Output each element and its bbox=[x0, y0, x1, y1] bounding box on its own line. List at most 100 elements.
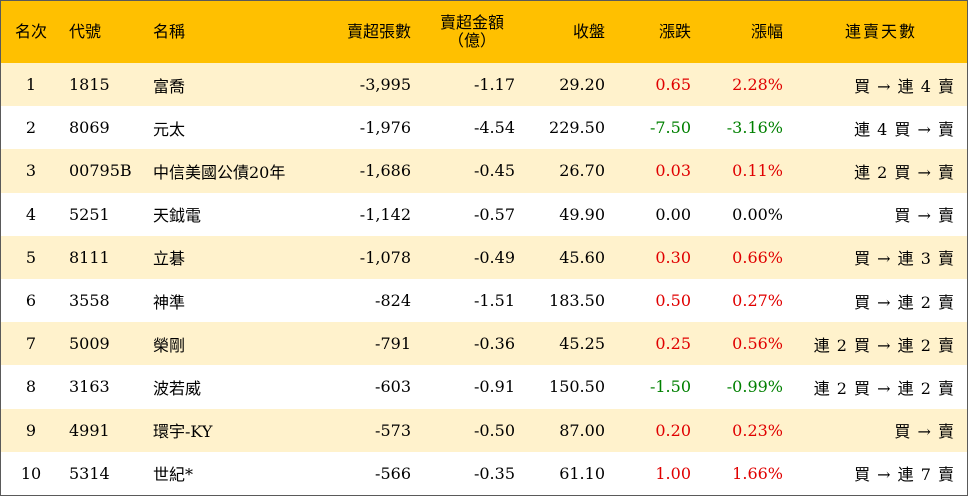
cell-net-sell-shares: -1,078 bbox=[359, 247, 411, 267]
cell-code: 8111 bbox=[69, 247, 110, 267]
cell-change: 0.20 bbox=[655, 420, 691, 440]
cell-change-pct: 0.27% bbox=[732, 291, 783, 311]
cell-change: 0.25 bbox=[655, 334, 691, 354]
cell-change: -7.50 bbox=[649, 118, 691, 138]
cell-close: 29.20 bbox=[559, 75, 605, 95]
cell-consecutive-days: 連 2 買 → 賣 bbox=[854, 162, 955, 182]
header-name[interactable]: 名稱 bbox=[153, 22, 186, 41]
header-row: 名次 代號 名稱 賣超張數 賣超金額 （億） 收盤 漲跌 漲幅 連賣天數 bbox=[1, 1, 967, 63]
cell-close: 87.00 bbox=[559, 420, 605, 440]
cell-net-sell-shares: -573 bbox=[375, 420, 411, 440]
cell-consecutive-days: 買 → 連 2 賣 bbox=[854, 292, 955, 312]
cell-consecutive-days: 買 → 連 4 賣 bbox=[854, 76, 955, 96]
cell-rank: 1 bbox=[25, 75, 37, 95]
cell-name: 富喬 bbox=[153, 76, 186, 96]
cell-change: 0.00 bbox=[655, 204, 691, 224]
cell-name: 神準 bbox=[153, 292, 186, 312]
cell-rank: 3 bbox=[25, 161, 37, 181]
cell-net-sell-shares: -566 bbox=[375, 463, 411, 483]
table-row[interactable]: 8 3163 波若威 -603 -0.91 150.50 -1.50 -0.99% 連 2 買 … bbox=[1, 365, 967, 409]
table-body: 1 1815 富喬 -3,995 -1.17 29.20 0.65 2.28% 買 → 連 4 … bbox=[1, 63, 967, 495]
cell-change: 0.03 bbox=[655, 161, 691, 181]
cell-name: 榮剛 bbox=[153, 335, 186, 355]
header-net-sell-amount[interactable]: 賣超金額 （億） bbox=[423, 1, 527, 63]
cell-rank: 7 bbox=[25, 334, 37, 354]
cell-consecutive-days: 連 2 買 → 連 2 賣 bbox=[813, 378, 955, 398]
cell-consecutive-days: 連 4 買 → 賣 bbox=[854, 119, 955, 139]
cell-close: 229.50 bbox=[549, 118, 605, 138]
cell-change-pct: 0.00% bbox=[732, 204, 783, 224]
cell-name: 天鉞電 bbox=[153, 206, 202, 226]
cell-net-sell-amount: -4.54 bbox=[473, 118, 515, 138]
cell-close: 45.25 bbox=[559, 334, 605, 354]
cell-name: 元太 bbox=[153, 119, 186, 139]
table-row[interactable]: 6 3558 神準 -824 -1.51 183.50 0.50 0.27% 買 → 連 2 賣 bbox=[1, 278, 967, 323]
cell-net-sell-amount: -0.45 bbox=[473, 161, 515, 181]
cell-close: 61.10 bbox=[559, 463, 605, 483]
table-header: 名次 代號 名稱 賣超張數 賣超金額 （億） 收盤 漲跌 漲幅 連賣天數 bbox=[1, 1, 967, 63]
cell-net-sell-shares: -824 bbox=[375, 291, 411, 311]
cell-net-sell-shares: -1,142 bbox=[359, 204, 411, 224]
table-row[interactable]: 7 5009 榮剛 -791 -0.36 45.25 0.25 0.56% 連 2 買 → 連 … bbox=[1, 322, 967, 366]
cell-code: 1815 bbox=[69, 75, 110, 95]
table-row[interactable]: 3 00795B 中信美國公債20年 -1,686 -0.45 26.70 0.03 0.11… bbox=[1, 149, 967, 193]
cell-consecutive-days: 買 → 連 7 賣 bbox=[854, 465, 955, 485]
header-code[interactable]: 代號 bbox=[69, 22, 102, 41]
cell-change: 0.65 bbox=[655, 75, 691, 95]
header-close[interactable]: 收盤 bbox=[572, 22, 605, 41]
cell-rank: 6 bbox=[25, 291, 37, 311]
cell-net-sell-shares: -3,995 bbox=[359, 75, 411, 95]
cell-change-pct: -3.16% bbox=[726, 118, 783, 138]
cell-code: 5314 bbox=[69, 463, 110, 483]
cell-code: 3163 bbox=[69, 377, 110, 397]
cell-net-sell-amount: -0.49 bbox=[473, 247, 515, 267]
table-row[interactable]: 10 5314 世紀* -566 -0.35 61.10 1.00 1.66% 買 → 連 7 … bbox=[1, 451, 967, 495]
table-row[interactable]: 4 5251 天鉞電 -1,142 -0.57 49.90 0.00 0.00% 買 → 賣 bbox=[1, 192, 967, 236]
cell-change-pct: 1.66% bbox=[732, 463, 783, 483]
header-net-sell-shares[interactable]: 賣超張數 bbox=[346, 22, 411, 41]
cell-code: 5251 bbox=[69, 204, 110, 224]
cell-close: 26.70 bbox=[559, 161, 605, 181]
cell-change: 1.00 bbox=[655, 463, 691, 483]
cell-change-pct: 0.56% bbox=[732, 334, 783, 354]
cell-consecutive-days: 連 2 買 → 連 2 賣 bbox=[813, 335, 955, 355]
table-row[interactable]: 1 1815 富喬 -3,995 -1.17 29.20 0.65 2.28% 買 → 連 4 … bbox=[1, 63, 967, 107]
cell-code: 3558 bbox=[69, 291, 110, 311]
header-net-sell-amount-line2: （億） bbox=[447, 31, 496, 50]
cell-change: -1.50 bbox=[649, 377, 691, 397]
header-consecutive-days[interactable]: 連賣天數 bbox=[844, 22, 917, 41]
cell-net-sell-shares: -1,686 bbox=[359, 161, 411, 181]
cell-name: 世紀* bbox=[153, 465, 194, 485]
cell-name: 立碁 bbox=[153, 249, 186, 269]
cell-change-pct: -0.99% bbox=[726, 377, 783, 397]
cell-rank: 9 bbox=[25, 420, 37, 440]
cell-net-sell-amount: -0.36 bbox=[473, 334, 515, 354]
cell-close: 183.50 bbox=[549, 291, 605, 311]
header-change-pct[interactable]: 漲幅 bbox=[750, 22, 783, 41]
cell-code: 5009 bbox=[69, 334, 110, 354]
table-row[interactable]: 9 4991 環宇-KY -573 -0.50 87.00 0.20 0.23% 買 → 賣 bbox=[1, 408, 967, 452]
cell-rank: 10 bbox=[20, 463, 42, 483]
cell-close: 49.90 bbox=[559, 204, 605, 224]
cell-net-sell-amount: -0.50 bbox=[473, 420, 515, 440]
cell-consecutive-days: 買 → 連 3 賣 bbox=[854, 249, 955, 269]
cell-name: 中信美國公債20年 bbox=[153, 162, 286, 182]
cell-change-pct: 0.23% bbox=[732, 420, 783, 440]
cell-code: 00795B bbox=[69, 161, 132, 181]
cell-change-pct: 0.66% bbox=[732, 247, 783, 267]
header-net-sell-amount-line1: 賣超金額 bbox=[439, 13, 504, 32]
cell-net-sell-amount: -0.91 bbox=[473, 377, 515, 397]
cell-close: 45.60 bbox=[559, 247, 605, 267]
table-row[interactable]: 2 8069 元太 -1,976 -4.54 229.50 -7.50 -3.16% 連 4 買… bbox=[1, 106, 967, 150]
cell-name: 環宇-KY bbox=[153, 422, 213, 442]
header-change[interactable]: 漲跌 bbox=[658, 22, 691, 41]
cell-consecutive-days: 買 → 賣 bbox=[894, 206, 955, 226]
table-row[interactable]: 5 8111 立碁 -1,078 -0.49 45.60 0.30 0.66% 買 → 連 3 … bbox=[1, 235, 967, 279]
cell-name: 波若威 bbox=[153, 378, 202, 398]
cell-change-pct: 0.11% bbox=[732, 161, 783, 181]
cell-change: 0.30 bbox=[655, 247, 691, 267]
header-rank[interactable]: 名次 bbox=[14, 22, 47, 41]
cell-net-sell-amount: -0.35 bbox=[473, 463, 515, 483]
